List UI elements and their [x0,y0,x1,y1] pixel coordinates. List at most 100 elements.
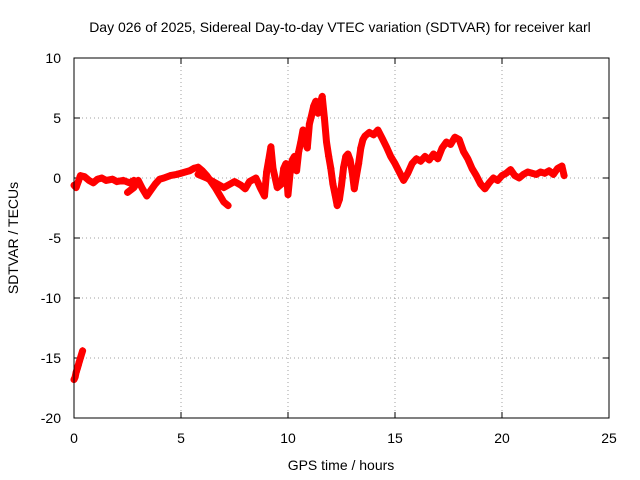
data-point [408,160,416,168]
data-point [355,160,363,168]
y-tick-label: 5 [53,110,61,126]
data-point [119,176,127,184]
data-point [194,163,202,171]
data-point [293,167,301,175]
data-point [352,172,360,180]
data-point [211,179,219,187]
data-point [502,169,510,177]
data-point [331,191,339,199]
data-point [166,172,174,180]
data-point [151,180,159,188]
y-axis-label: SDTVAR / TECUs [5,182,21,294]
data-point [549,170,557,178]
data-point [181,168,189,176]
data-point [81,173,89,181]
data-point [417,157,425,165]
data-point [260,192,268,200]
y-tick-label: 10 [45,50,61,66]
plot-frame [73,57,610,419]
data-point [447,140,455,148]
data-point [231,178,238,186]
data-point [124,188,131,196]
data-point [263,168,271,176]
data-point [75,358,83,366]
x-axis-label: GPS time / hours [288,457,395,473]
x-tick-label: 10 [280,430,296,446]
data-point [361,132,369,140]
data-point [370,131,378,139]
data-point [220,198,228,206]
data-point [498,172,506,180]
data-point [71,373,79,381]
data-series [70,92,568,384]
data-point [451,133,459,141]
data-point [252,174,260,182]
data-point [459,148,467,156]
data-point [329,180,337,188]
data-point [286,169,294,177]
x-tick-label: 25 [601,430,617,446]
data-point [519,170,527,178]
data-point [481,185,489,193]
data-point [305,120,313,128]
x-tick-label: 20 [494,430,510,446]
data-point [320,114,328,122]
data-point [295,148,303,156]
data-point [147,186,155,194]
grid-lines [74,58,609,418]
data-point [425,156,433,164]
data-point [186,167,194,175]
data-point [245,178,253,186]
data-point [303,144,311,152]
data-point [335,196,343,204]
data-point [85,176,93,184]
data-point [430,150,438,158]
data-point [391,160,399,168]
data-point [203,174,211,182]
data-point [558,162,566,170]
data-point [113,178,121,186]
data-point [284,191,292,199]
data-point [76,172,84,180]
data-point [468,164,476,172]
data-point [190,164,198,172]
data-point [126,179,134,187]
data-point [226,180,234,188]
data-point [207,178,215,186]
data-point [395,168,403,176]
data-point [98,174,106,182]
data-point [102,176,110,184]
data-point [327,164,335,172]
data-point [323,138,331,146]
x-tick-label: 5 [177,430,185,446]
data-point [216,191,224,199]
data-point [350,185,358,193]
data-point [79,347,87,355]
data-point [288,156,296,164]
data-point [378,134,386,142]
data-point [301,136,309,144]
data-point [308,112,316,120]
data-point [278,180,286,188]
data-point [532,170,540,178]
data-point [290,152,298,160]
data-point [318,92,326,100]
data-point [256,184,264,192]
data-point [173,170,181,178]
data-point [485,179,493,187]
data-point [198,167,206,175]
data-point [365,128,373,136]
data-point [316,100,324,108]
x-tick-label: 0 [70,430,78,446]
data-point [528,169,536,177]
data-point [89,179,97,187]
data-point [348,168,356,176]
data-point [224,202,232,210]
data-point [177,169,185,177]
data-point [297,138,305,146]
y-tick-label: -5 [49,230,62,246]
data-point [554,164,562,172]
data-point [455,136,463,144]
data-point [346,156,354,164]
